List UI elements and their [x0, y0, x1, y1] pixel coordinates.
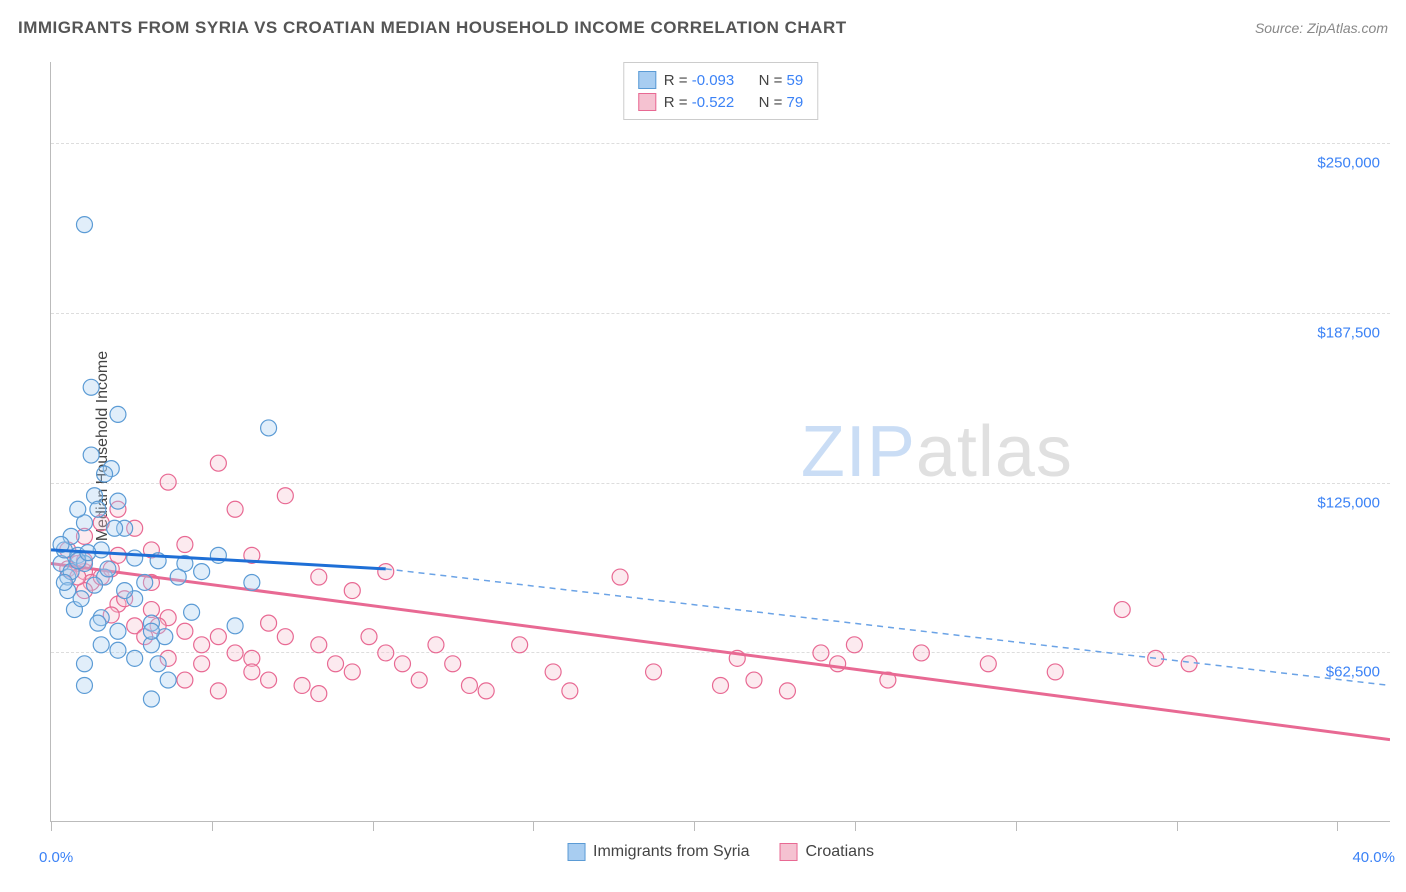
chart-title: IMMIGRANTS FROM SYRIA VS CROATIAN MEDIAN… [18, 18, 847, 38]
legend-label-croatians: Croatians [805, 843, 873, 861]
n-value-syria: 59 [787, 72, 804, 89]
n-label: N = [759, 94, 783, 111]
x-axis-min-label: 0.0% [39, 849, 73, 866]
r-value-syria: -0.093 [692, 72, 735, 89]
n-value-croatians: 79 [787, 94, 804, 111]
scatter-svg [51, 62, 1390, 821]
r-label: R = [664, 94, 688, 111]
chart-plot-area: ZIPatlas R = -0.093 N = 59 R = -0.522 N … [50, 62, 1390, 822]
swatch-syria-bottom [567, 843, 585, 861]
source-label: Source: ZipAtlas.com [1255, 20, 1388, 36]
legend-item-syria: Immigrants from Syria [567, 843, 749, 861]
series-legend: Immigrants from Syria Croatians [567, 843, 874, 861]
legend-label-syria: Immigrants from Syria [593, 843, 749, 861]
chart-header: IMMIGRANTS FROM SYRIA VS CROATIAN MEDIAN… [18, 18, 1388, 38]
r-label: R = [664, 72, 688, 89]
n-label: N = [759, 72, 783, 89]
swatch-croatians-bottom [779, 843, 797, 861]
swatch-syria [638, 71, 656, 89]
x-axis-max-label: 40.0% [1352, 849, 1395, 866]
legend-row-croatians: R = -0.522 N = 79 [638, 91, 803, 113]
correlation-legend: R = -0.093 N = 59 R = -0.522 N = 79 [623, 62, 818, 120]
legend-item-croatians: Croatians [779, 843, 873, 861]
legend-row-syria: R = -0.093 N = 59 [638, 69, 803, 91]
swatch-croatians [638, 93, 656, 111]
r-value-croatians: -0.522 [692, 94, 735, 111]
